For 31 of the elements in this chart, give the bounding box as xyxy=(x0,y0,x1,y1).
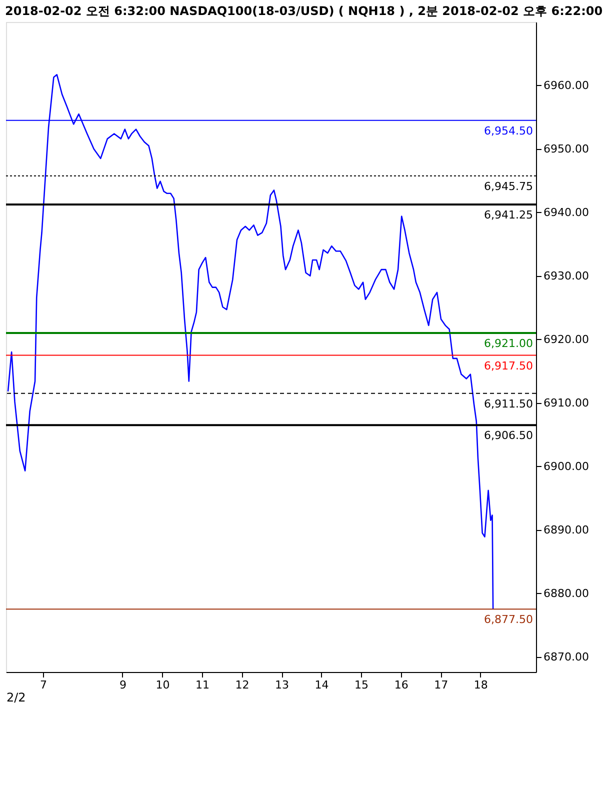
y-tick-label: 6920.00 xyxy=(544,332,589,346)
ref-line-label: 6,877.50 xyxy=(484,613,533,626)
x-tick-label: 9 xyxy=(119,678,126,692)
ref-line-label: 6,921.00 xyxy=(484,337,533,350)
x-tick-label: 16 xyxy=(394,678,408,692)
y-tick-label: 6950.00 xyxy=(544,142,589,156)
ref-line-label: 6,917.50 xyxy=(484,359,533,372)
y-tick-label: 6870.00 xyxy=(544,650,589,664)
x-axis-title: 2/2 xyxy=(6,690,26,704)
x-tick-label: 13 xyxy=(275,678,290,692)
y-tick-label: 6930.00 xyxy=(544,269,589,282)
ref-line-label: 6,906.50 xyxy=(484,429,533,442)
y-tick-label: 6960.00 xyxy=(544,78,589,92)
y-tick-label: 6900.00 xyxy=(544,460,589,473)
x-tick-label: 17 xyxy=(434,678,448,692)
chart-title: 2018-02-02 오전 6:32:00 NASDAQ100(18-03/USD) ( NQH18 ) , 2분 2018-02-02 오후 6:22:00 xyxy=(5,4,603,18)
y-tick-label: 6940.00 xyxy=(544,206,589,219)
x-tick-label: 14 xyxy=(314,678,329,692)
y-tick-label: 6890.00 xyxy=(544,523,589,536)
ref-line-label: 6,945.75 xyxy=(484,180,533,193)
x-tick-label: 12 xyxy=(235,678,250,692)
x-tick-label: 7 xyxy=(40,678,47,692)
ref-line-label: 6,941.25 xyxy=(484,208,533,222)
y-tick-label: 6910.00 xyxy=(544,396,589,410)
x-tick-label: 18 xyxy=(474,678,488,692)
ref-line-label: 6,911.50 xyxy=(484,397,533,410)
y-tick-label: 6880.00 xyxy=(544,586,589,600)
x-tick-label: 11 xyxy=(196,678,210,692)
x-tick-label: 10 xyxy=(156,678,170,692)
ref-line-label: 6,954.50 xyxy=(484,124,533,138)
x-tick-label: 15 xyxy=(354,678,369,692)
